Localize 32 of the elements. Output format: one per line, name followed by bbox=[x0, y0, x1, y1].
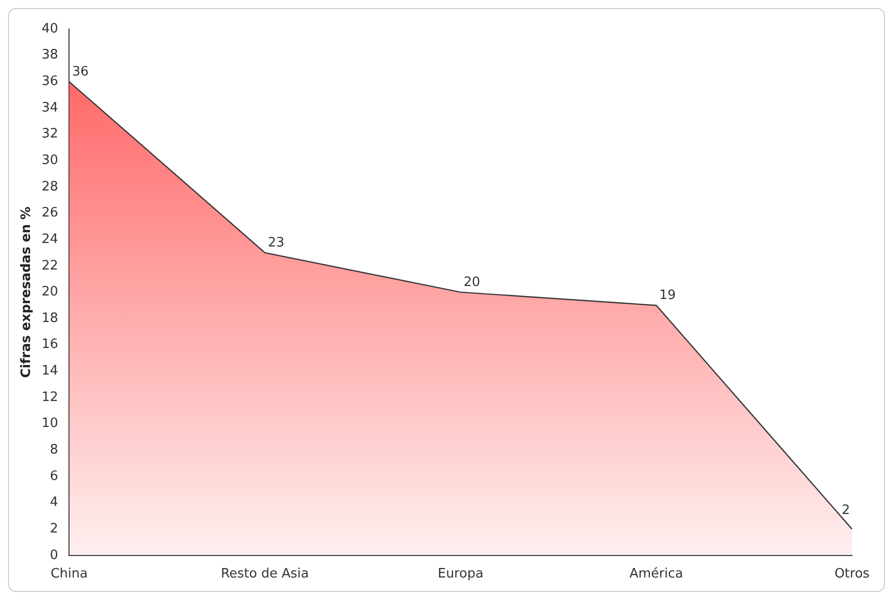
y-tick-label: 34 bbox=[42, 100, 58, 116]
y-tick-label: 0 bbox=[50, 548, 58, 563]
data-label: 23 bbox=[268, 236, 284, 251]
data-label: 19 bbox=[659, 288, 676, 304]
y-tick-label: 36 bbox=[42, 74, 58, 90]
y-tick-label: 12 bbox=[42, 390, 58, 405]
y-tick-label: 38 bbox=[42, 48, 58, 63]
y-tick-label: 4 bbox=[50, 495, 58, 510]
x-tick-label: China bbox=[50, 566, 88, 582]
y-tick-label: 8 bbox=[50, 442, 58, 458]
x-tick-label: Resto de Asia bbox=[220, 566, 309, 582]
y-tick-label: 24 bbox=[42, 232, 58, 247]
y-tick-label: 20 bbox=[42, 284, 58, 300]
y-axis-title: Cifras expresadas en % bbox=[19, 206, 34, 378]
data-label: 36 bbox=[72, 64, 89, 80]
x-tick-label: Europa bbox=[438, 566, 484, 582]
x-tick-label: Otros bbox=[834, 566, 870, 582]
y-tick-label: 30 bbox=[42, 152, 58, 168]
y-tick-label: 14 bbox=[42, 364, 58, 379]
x-tick-label: América bbox=[629, 566, 684, 582]
y-tick-label: 40 bbox=[42, 21, 58, 36]
y-tick-label: 10 bbox=[42, 416, 58, 432]
y-tick-label: 16 bbox=[42, 337, 58, 352]
data-label: 20 bbox=[464, 275, 480, 290]
y-tick-label: 2 bbox=[50, 521, 58, 536]
data-label: 2 bbox=[842, 502, 850, 518]
y-tick-label: 32 bbox=[42, 126, 58, 142]
y-tick-label: 26 bbox=[42, 206, 58, 221]
y-tick-label: 28 bbox=[42, 179, 58, 194]
y-tick-label: 6 bbox=[50, 468, 58, 484]
y-tick-label: 22 bbox=[42, 258, 58, 274]
y-tick-label: 18 bbox=[42, 310, 58, 326]
